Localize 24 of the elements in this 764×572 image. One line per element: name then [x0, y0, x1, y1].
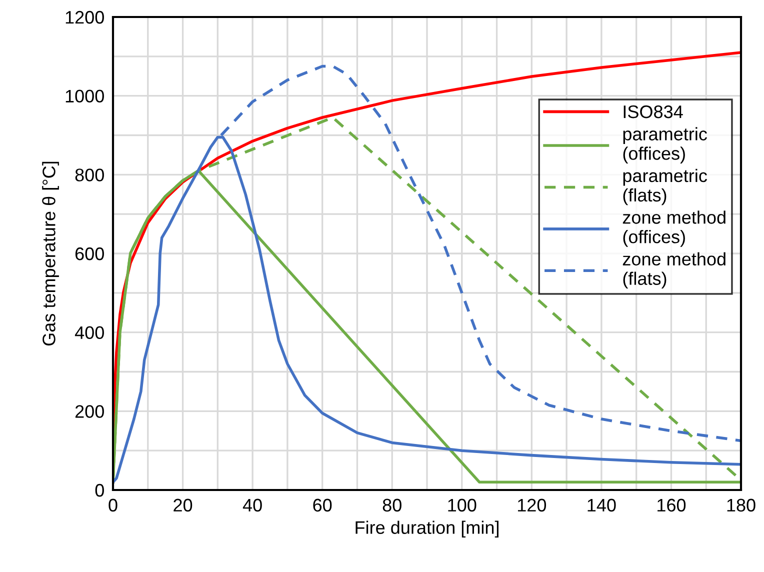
- x-tick-label: 80: [382, 498, 402, 512]
- x-tick-label: 60: [313, 498, 332, 512]
- legend-label: ISO834: [624, 105, 683, 118]
- y-tick-label: 600: [75, 247, 104, 260]
- legend-label: zone method (flats): [622, 252, 726, 289]
- y-tick-label: 200: [75, 405, 104, 418]
- y-tick-label: 0: [95, 484, 104, 497]
- y-tick-label: 1200: [66, 10, 104, 24]
- legend-label: parametric (offices): [623, 127, 707, 164]
- x-tick-label: 140: [588, 498, 616, 512]
- x-tick-label: 100: [448, 498, 476, 512]
- x-tick-label: 160: [658, 498, 686, 512]
- x-tick-label: 180: [727, 498, 756, 512]
- legend-label: parametric (flats): [623, 168, 707, 206]
- x-tick-label: 0: [108, 498, 118, 512]
- y-tick-label: 1000: [66, 90, 104, 103]
- y-tick-label: 800: [75, 168, 104, 182]
- x-axis-title: Fire duration [min]: [356, 520, 498, 538]
- x-tick-label: 40: [242, 498, 262, 512]
- y-axis-title: Gas temperature θ [°C]: [42, 162, 59, 346]
- x-tick-label: 120: [518, 498, 546, 512]
- legend-label: zone method (offices): [622, 210, 726, 247]
- y-tick-label: 400: [74, 326, 104, 340]
- x-tick-label: 20: [174, 498, 192, 512]
